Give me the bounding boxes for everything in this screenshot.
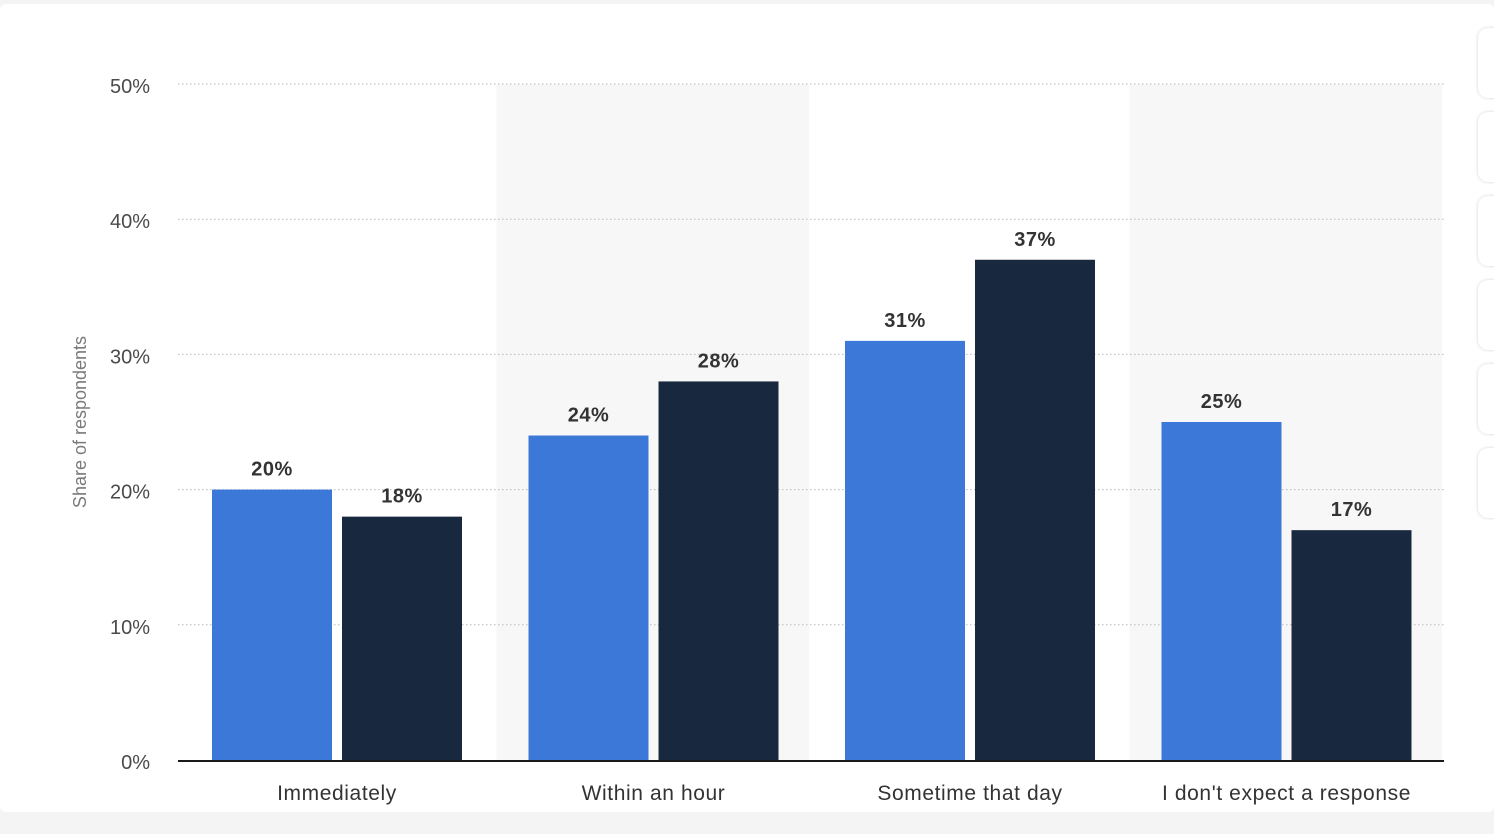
y-tick-label: 20% [110, 482, 150, 504]
tool-button-6[interactable] [1478, 448, 1494, 518]
y-axis-ticks: 0% 10% 20% 30% 40% 50% [110, 76, 150, 774]
y-axis-title: Share of respondents [70, 336, 90, 508]
data-label: 28% [698, 350, 740, 372]
bar [528, 435, 649, 760]
y-tick-label: 40% [110, 211, 150, 233]
x-tick-label: Within an hour [582, 782, 726, 805]
bar [212, 489, 332, 760]
data-label: 24% [568, 405, 610, 427]
bar [845, 340, 965, 760]
x-tick-label: Sometime that day [877, 782, 1062, 805]
y-tick-label: 10% [110, 617, 150, 639]
y-tick-label: 0% [121, 752, 150, 774]
data-label: 25% [1201, 391, 1243, 413]
tool-button-5[interactable] [1478, 364, 1494, 434]
y-tick-label: 50% [110, 76, 150, 98]
bar [1161, 422, 1282, 760]
data-label: 18% [381, 486, 423, 508]
bar [975, 259, 1095, 760]
data-label: 20% [251, 459, 293, 481]
x-tick-label: Immediately [277, 782, 397, 805]
tool-button-4[interactable] [1478, 280, 1494, 350]
data-label: 31% [884, 310, 926, 332]
tool-button-2[interactable] [1478, 112, 1494, 182]
gridlines [178, 83, 1444, 626]
x-tick-label: I don't expect a response [1162, 782, 1411, 805]
y-tick-label: 30% [110, 346, 150, 368]
bar [658, 381, 779, 760]
tool-button-3[interactable] [1478, 196, 1494, 266]
bar [1291, 530, 1412, 760]
value-labels: 20% 18% 24% 28% 31% 37% 25% 17% [251, 229, 1372, 521]
x-axis-categories: Immediately Within an hour Sometime that d… [277, 782, 1411, 805]
bars [212, 259, 1412, 760]
bar [342, 516, 462, 760]
tool-button-1[interactable] [1478, 28, 1494, 98]
data-label: 17% [1331, 499, 1373, 521]
data-label: 37% [1014, 229, 1056, 251]
